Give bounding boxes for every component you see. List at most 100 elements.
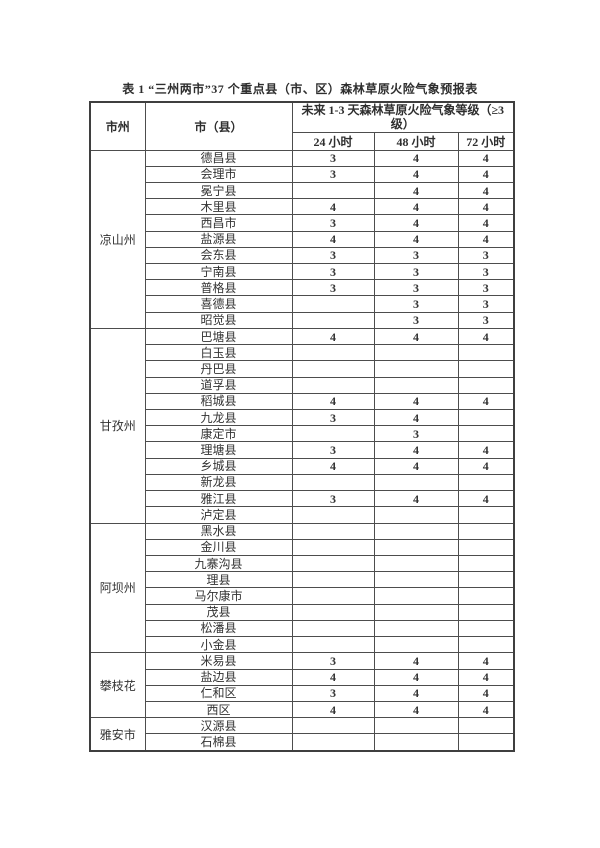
header-city-county: 市（县） bbox=[144, 101, 293, 151]
value-cell: 4 bbox=[457, 652, 515, 670]
county-cell: 西昌市 bbox=[144, 214, 293, 232]
value-cell: 3 bbox=[291, 441, 375, 459]
value-cell: 4 bbox=[457, 181, 515, 200]
value-cell bbox=[373, 733, 459, 752]
county-cell: 金川县 bbox=[144, 538, 293, 556]
table-row: 石棉县 bbox=[90, 733, 515, 752]
prefecture-cell: 攀枝花 bbox=[89, 652, 146, 719]
value-cell: 3 bbox=[373, 425, 459, 443]
prefecture-cell: 雅安市 bbox=[89, 717, 146, 752]
value-cell bbox=[373, 717, 459, 735]
value-cell bbox=[457, 603, 515, 621]
value-cell: 4 bbox=[457, 457, 515, 475]
value-cell: 4 bbox=[457, 230, 515, 248]
value-cell: 4 bbox=[457, 392, 515, 411]
value-cell bbox=[457, 717, 515, 735]
county-cell: 冕宁县 bbox=[144, 181, 293, 200]
table-row: 盐源县 4 4 4 bbox=[90, 230, 515, 248]
value-cell: 3 bbox=[373, 246, 459, 265]
value-cell bbox=[457, 360, 515, 378]
prefecture-cell: 阿坝州 bbox=[89, 522, 146, 654]
value-cell: 4 bbox=[291, 392, 375, 411]
value-cell: 3 bbox=[291, 246, 375, 265]
county-cell: 九寨沟县 bbox=[144, 554, 293, 573]
table-row: 会理市 3 4 4 bbox=[90, 165, 515, 183]
table-title: 表 1 “三州两市”37 个重点县（市、区）森林草原火险气象预报表 bbox=[122, 82, 478, 96]
table-row: 马尔康市 bbox=[90, 587, 515, 605]
header-row-top: 市州 市（县） 未来 1-3 天森林草原火险气象等级（≥3 级） bbox=[89, 101, 515, 151]
value-cell bbox=[373, 360, 459, 378]
value-cell bbox=[291, 733, 375, 752]
table-row: 甘孜州 巴塘县 4 4 4 bbox=[89, 327, 515, 524]
table-row: 冕宁县 4 4 bbox=[90, 181, 515, 200]
table-row: 松潘县 bbox=[90, 619, 515, 638]
county-cell: 会东县 bbox=[144, 246, 293, 265]
value-cell: 3 bbox=[457, 279, 515, 297]
value-cell bbox=[291, 295, 375, 313]
table-row: 雅江县 3 4 4 bbox=[90, 490, 515, 508]
value-cell bbox=[457, 587, 515, 605]
value-cell: 4 bbox=[457, 490, 515, 508]
value-cell bbox=[373, 619, 459, 638]
value-cell bbox=[457, 619, 515, 638]
county-cell: 石棉县 bbox=[144, 733, 293, 752]
value-cell: 4 bbox=[457, 198, 515, 216]
value-cell bbox=[373, 344, 459, 362]
county-cell: 德昌县 bbox=[144, 149, 293, 167]
value-cell bbox=[457, 571, 515, 589]
county-cell: 小金县 bbox=[144, 636, 293, 654]
header-prefecture: 市州 bbox=[89, 101, 146, 151]
table-row: 喜德县 3 3 bbox=[90, 295, 515, 313]
fire-danger-forecast-table: 市州 市（县） 未来 1-3 天森林草原火险气象等级（≥3 级） 24 小时 4… bbox=[89, 101, 515, 752]
county-cell: 茂县 bbox=[144, 603, 293, 621]
county-cell: 康定市 bbox=[144, 425, 293, 443]
county-cell: 仁和区 bbox=[144, 684, 293, 702]
value-cell: 3 bbox=[291, 408, 375, 427]
county-cell: 宁南县 bbox=[144, 263, 293, 281]
value-cell: 4 bbox=[373, 198, 459, 216]
value-cell: 4 bbox=[373, 457, 459, 475]
county-cell: 木里县 bbox=[144, 198, 293, 216]
value-cell bbox=[457, 344, 515, 362]
county-cell: 马尔康市 bbox=[144, 587, 293, 605]
value-cell: 4 bbox=[373, 181, 459, 200]
value-cell: 4 bbox=[373, 441, 459, 459]
value-cell bbox=[457, 636, 515, 654]
table-row: 攀枝花 米易县 3 4 4 bbox=[89, 652, 515, 719]
county-cell: 九龙县 bbox=[144, 408, 293, 427]
county-cell: 理塘县 bbox=[144, 441, 293, 459]
county-cell: 盐源县 bbox=[144, 230, 293, 248]
value-cell: 3 bbox=[457, 295, 515, 313]
value-cell bbox=[373, 554, 459, 573]
value-cell: 3 bbox=[373, 279, 459, 297]
table-row: 新龙县 bbox=[90, 473, 515, 492]
table-row: 九龙县 3 4 bbox=[90, 408, 515, 427]
table-row: 小金县 bbox=[90, 636, 515, 654]
value-cell bbox=[373, 636, 459, 654]
county-cell: 巴塘县 bbox=[144, 327, 293, 346]
table-row: 理县 bbox=[90, 571, 515, 589]
value-cell bbox=[291, 538, 375, 556]
county-cell: 松潘县 bbox=[144, 619, 293, 638]
value-cell bbox=[457, 522, 515, 540]
header-forecast-line1: 未来 1-3 天森林草原火险气象等级（≥3 bbox=[301, 103, 505, 118]
table-row: 金川县 bbox=[90, 538, 515, 556]
value-cell: 4 bbox=[291, 457, 375, 475]
value-cell: 4 bbox=[457, 700, 515, 719]
value-cell: 4 bbox=[457, 165, 515, 183]
county-cell: 稻城县 bbox=[144, 392, 293, 411]
value-cell: 4 bbox=[291, 230, 375, 248]
table-row: 普格县 3 3 3 bbox=[90, 279, 515, 297]
value-cell bbox=[373, 571, 459, 589]
value-cell: 3 bbox=[457, 246, 515, 265]
value-cell: 4 bbox=[373, 684, 459, 702]
county-cell: 黑水县 bbox=[144, 522, 293, 540]
table-row: 仁和区 3 4 4 bbox=[90, 684, 515, 702]
value-cell bbox=[291, 473, 375, 492]
value-cell: 4 bbox=[291, 700, 375, 719]
value-cell: 3 bbox=[373, 263, 459, 281]
table-body: 凉山州 德昌县 3 4 4 会理市 3 4 4 冕宁县 4 4 木里县 4 4 4 西昌市 3 4 4 盐源县 4 4 4 会东… bbox=[89, 149, 515, 752]
table-row: 白玉县 bbox=[90, 344, 515, 362]
value-cell bbox=[457, 376, 515, 394]
